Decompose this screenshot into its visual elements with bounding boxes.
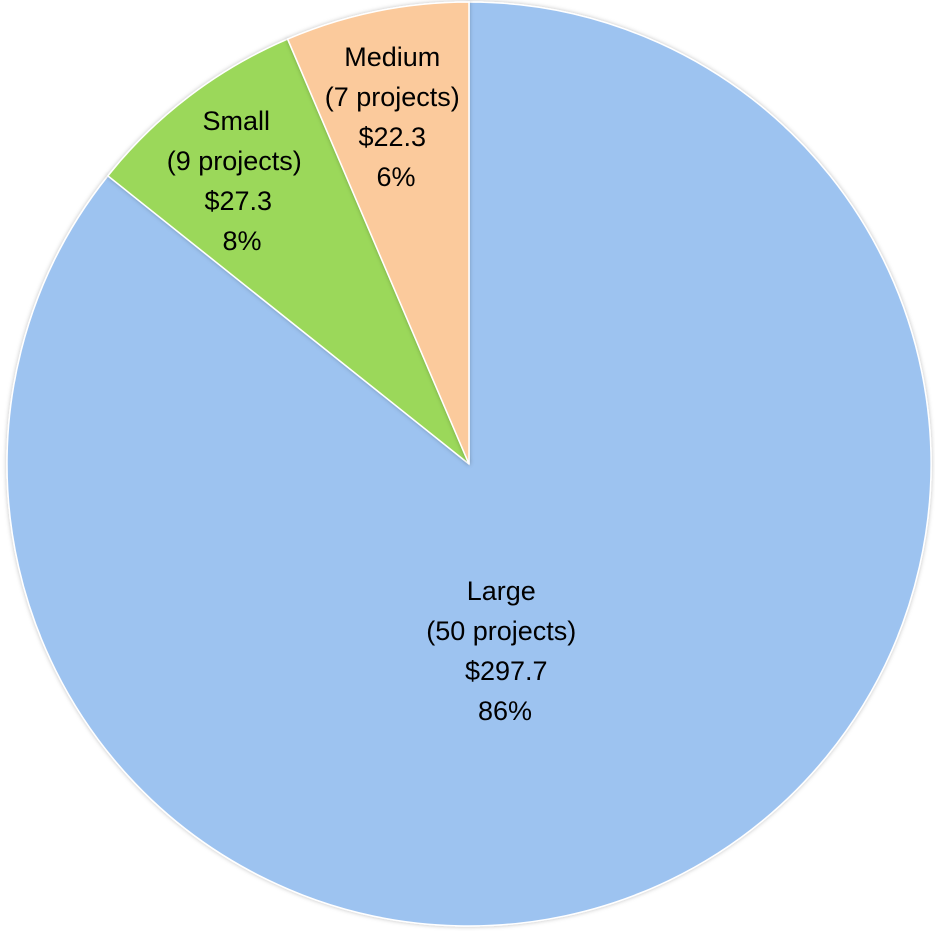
pie-slice-medium [286,1,470,465]
slice-label-medium: Medium (7 projects) $22.3 6% [325,42,468,192]
slice-label-large-percent: 86% [478,696,532,726]
slice-label-small: Small (9 projects) $27.3 8% [167,106,310,256]
slice-label-large: Large (50 projects) $297.7 86% [426,576,584,726]
slice-label-large-amount: $297.7 [465,656,548,686]
slice-label-large-projects: (50 projects) [426,616,576,646]
pie-labels: Large (50 projects) $297.7 86% Small (9 … [167,42,584,726]
slice-label-medium-projects: (7 projects) [325,82,460,112]
slice-label-medium-amount: $22.3 [358,122,426,152]
slice-label-large-name: Large [467,576,536,606]
slice-label-small-percent: 8% [222,226,261,256]
slice-label-medium-name: Medium [344,42,440,72]
slice-label-small-projects: (9 projects) [167,146,302,176]
slice-label-small-name: Small [202,106,270,136]
pie-slice-small [106,38,470,465]
slice-label-medium-percent: 6% [376,162,415,192]
slice-label-small-amount: $27.3 [204,186,272,216]
pie-slices [6,1,932,927]
